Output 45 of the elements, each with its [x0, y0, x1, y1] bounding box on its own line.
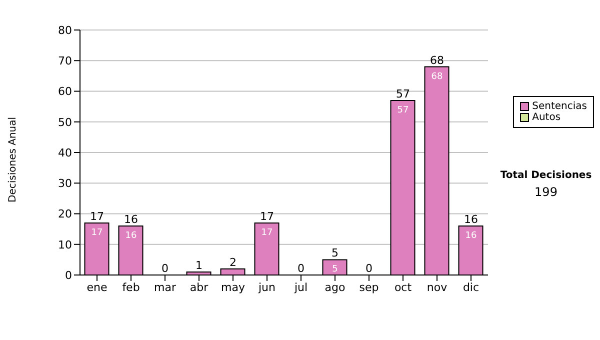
total-label: 5	[332, 246, 338, 260]
x-tick-label: jul	[293, 280, 308, 294]
total-label: 1	[196, 258, 202, 272]
total-label: 2	[230, 256, 236, 269]
total-label: 57	[396, 87, 410, 100]
data-label: 57	[397, 105, 409, 116]
x-tick-label: nov	[426, 280, 448, 294]
x-tick-label: ago	[324, 280, 346, 294]
total-label: 0	[162, 262, 168, 275]
x-tick-label: may	[221, 280, 246, 294]
total-label: 0	[298, 262, 304, 275]
data-label: 16	[465, 231, 477, 241]
legend-label: Sentencias	[532, 101, 587, 112]
total-label: 16	[464, 213, 478, 226]
y-tick-label: 20	[58, 208, 72, 221]
legend-label: Autos	[532, 112, 561, 123]
y-axis-title: Decisiones Anual	[8, 116, 19, 202]
x-tick-label: sep	[359, 280, 379, 294]
y-tick-label: 10	[58, 238, 72, 252]
y-tick-label: 80	[58, 24, 72, 37]
total-label: 17	[90, 210, 104, 223]
x-tick-label: dic	[462, 280, 480, 294]
data-label: 5	[332, 264, 338, 275]
total-label: 16	[124, 213, 138, 226]
text: 199	[534, 185, 558, 199]
total-label: 0	[366, 262, 372, 275]
x-tick-label: jun	[258, 280, 276, 294]
y-tick-label: 70	[58, 54, 72, 68]
y-tick-label: 0	[65, 268, 72, 282]
y-tick-label: 30	[58, 177, 72, 190]
x-tick-label: oct	[394, 280, 412, 294]
y-tick-label: 50	[58, 116, 72, 129]
text: Total Decisiones	[499, 170, 593, 181]
data-label: 17	[261, 228, 273, 238]
total-label: 68	[430, 54, 444, 67]
data-label: 17	[91, 228, 103, 238]
x-tick-label: abr	[190, 280, 209, 294]
total-label: 17	[260, 210, 274, 223]
data-label: 68	[431, 72, 443, 82]
data-label: 16	[125, 231, 137, 241]
x-tick-label: mar	[154, 280, 176, 294]
y-tick-label: 40	[58, 146, 72, 160]
x-tick-label: ene	[86, 280, 108, 294]
y-tick-label: 60	[58, 85, 72, 98]
x-tick-label: feb	[122, 280, 140, 294]
